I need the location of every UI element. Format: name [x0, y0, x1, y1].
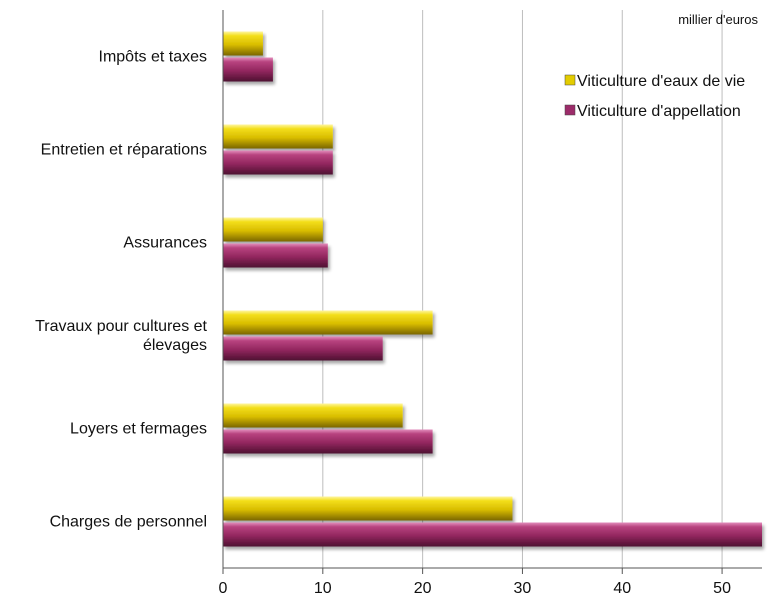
- bars: [223, 31, 762, 547]
- legend-swatch: [564, 104, 576, 116]
- category-label: Impôts et taxes: [99, 49, 208, 66]
- unit-label: millier d'euros: [678, 12, 758, 27]
- legend: Viticulture d'eaux de vie Viticulture d'a…: [564, 73, 745, 120]
- bar-series-1: [223, 124, 333, 149]
- bar-series-1: [223, 496, 513, 521]
- bar-series-2: [223, 522, 762, 547]
- bar-series-2: [223, 150, 333, 175]
- x-tick-label: 0: [219, 580, 228, 597]
- category-labels: Impôts et taxes Entretien et réparations A…: [35, 49, 207, 531]
- x-tick-label: 20: [414, 580, 432, 597]
- bar-series-1: [223, 403, 403, 428]
- x-tick-label: 30: [514, 580, 532, 597]
- bar-series-1: [223, 31, 263, 56]
- bar-series-2: [223, 243, 328, 268]
- gridlines: [322, 10, 723, 568]
- category-label: Loyers et fermages: [70, 421, 207, 438]
- axes: 0 10 20 30 40 50: [219, 10, 762, 597]
- category-label: Assurances: [123, 235, 207, 252]
- bar-series-2: [223, 57, 273, 82]
- x-tick-label: 10: [314, 580, 332, 597]
- legend-label: Viticulture d'eaux de vie: [577, 73, 745, 90]
- x-tick-label: 50: [713, 580, 731, 597]
- x-tick-label: 40: [613, 580, 631, 597]
- bar-series-1: [223, 217, 323, 242]
- bar-series-2: [223, 336, 383, 361]
- category-label: Travaux pour cultures et élevages: [35, 318, 207, 354]
- category-label: Charges de personnel: [50, 514, 207, 531]
- legend-swatch: [564, 74, 576, 86]
- bar-series-1: [223, 310, 433, 335]
- legend-label: Viticulture d'appellation: [577, 103, 741, 120]
- category-label: Entretien et réparations: [41, 142, 207, 159]
- bar-series-2: [223, 429, 433, 454]
